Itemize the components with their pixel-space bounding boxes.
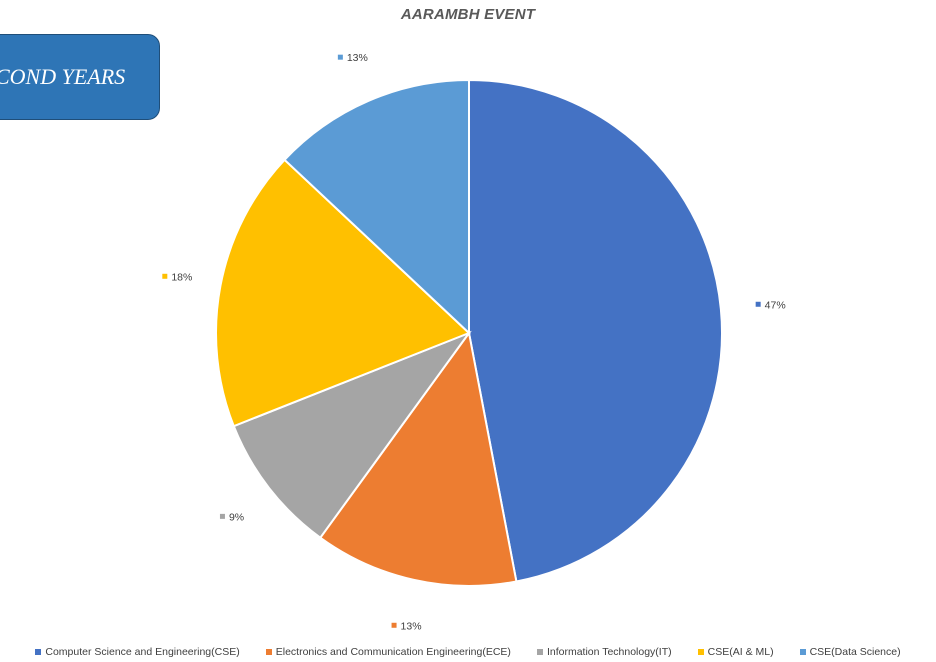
legend-swatch <box>697 649 704 655</box>
legend-label: Information Technology(IT) <box>546 646 672 658</box>
legend-item-cse-ai-ml: CSE(AI & ML) <box>697 644 774 660</box>
data-label-marker <box>162 273 168 279</box>
data-label-text: 13% <box>401 620 422 632</box>
data-label-text: 47% <box>765 299 786 311</box>
pie-slice-electronics-and-communication-engineering-ece <box>318 330 518 587</box>
data-label-text: 18% <box>171 271 192 283</box>
legend-swatch <box>35 649 42 655</box>
legend-item-information-technology-it: Information Technology(IT) <box>536 644 672 660</box>
legend-label: CSE(Data Science) <box>809 646 901 658</box>
legend-item-cse-data-science: CSE(Data Science) <box>799 644 901 660</box>
year-banner: COND YEARS <box>0 34 160 120</box>
data-label-information-technology-it: 9% <box>219 511 244 523</box>
pie-slice-computer-science-and-engineering-cse <box>468 78 723 583</box>
legend-swatch <box>799 649 806 655</box>
data-label-text: 9% <box>229 511 244 523</box>
chart-title: AARAMBH EVENT <box>400 6 536 23</box>
legend-label: Computer Science and Engineering(CSE) <box>45 646 240 658</box>
legend-label: Electronics and Communication Engineerin… <box>275 646 511 658</box>
pie-slice-cse-data-science <box>283 78 470 336</box>
data-label-electronics-and-communication-engineering-ece: 13% <box>391 620 422 632</box>
legend-item-computer-science-and-engineering-cse: Computer Science and Engineering(CSE) <box>35 644 240 660</box>
banner-label: COND YEARS <box>0 64 126 89</box>
data-label-marker <box>337 54 343 60</box>
legend-swatch <box>536 649 543 655</box>
data-label-marker <box>219 513 225 519</box>
data-label-computer-science-and-engineering-cse: 47% <box>755 299 786 311</box>
pie-slice-information-technology-it <box>232 330 472 540</box>
data-label-cse-ai-ml: 18% <box>162 271 192 283</box>
pie-slice-cse-ai-ml <box>215 158 471 428</box>
data-label-text: 13% <box>347 52 368 64</box>
pie-chart: 47% 13% 9% 18% 13% <box>162 52 786 632</box>
data-label-cse-data-science: 13% <box>337 52 368 64</box>
chart-legend: Computer Science and Engineering(CSE) Ele… <box>0 644 936 660</box>
data-label-marker <box>391 622 397 628</box>
legend-item-electronics-and-communication-engineering-ece: Electronics and Communication Engineerin… <box>265 644 511 660</box>
data-label-marker <box>755 301 761 307</box>
legend-swatch <box>265 649 272 655</box>
legend-label: CSE(AI & ML) <box>707 646 774 658</box>
